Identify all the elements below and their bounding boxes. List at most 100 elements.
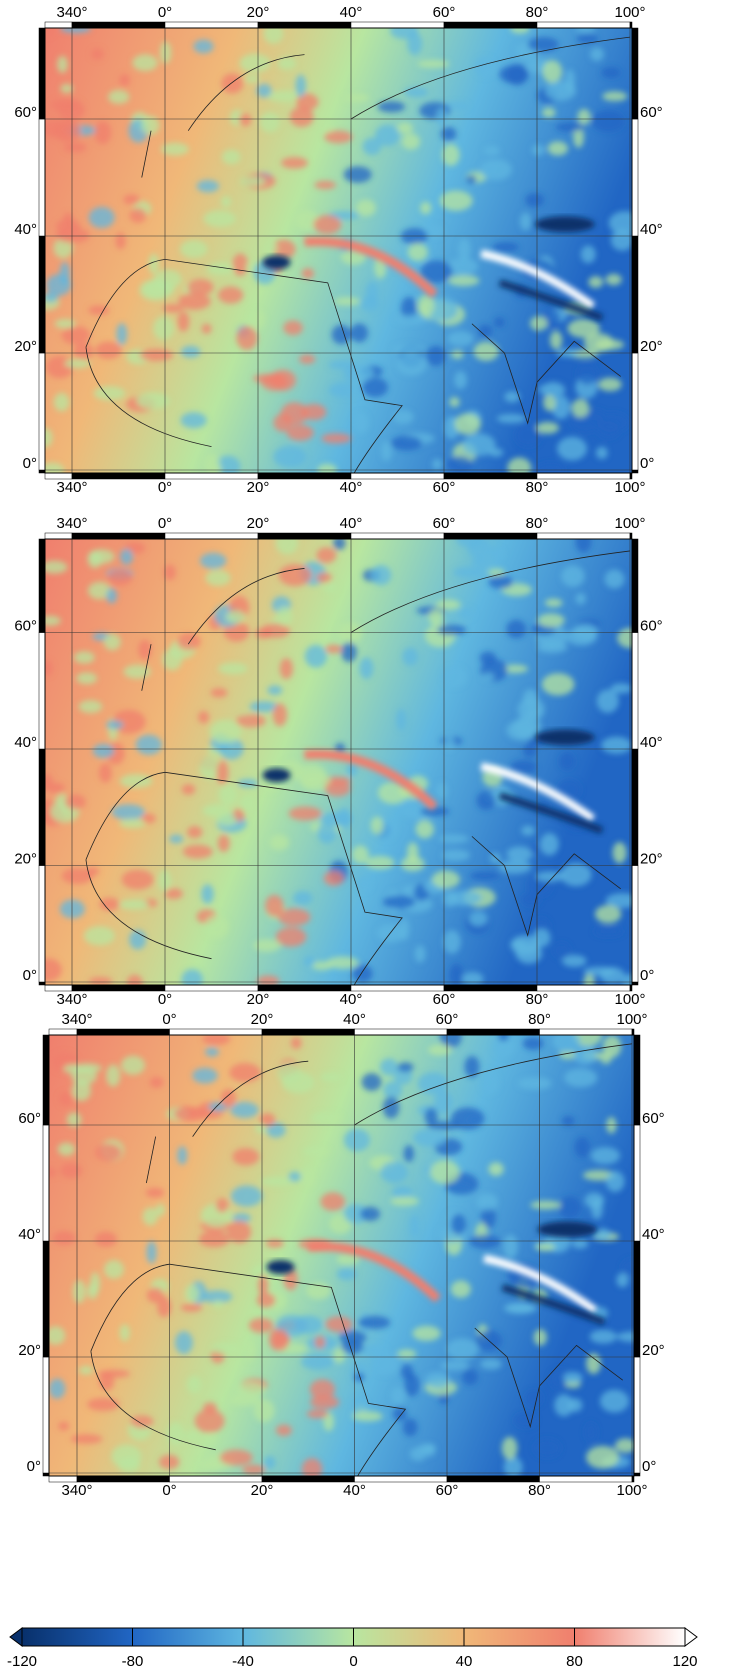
- blob: [90, 48, 104, 60]
- blob: [159, 41, 172, 64]
- blob: [280, 402, 309, 425]
- blob: [323, 870, 344, 886]
- lon-label: 60°: [433, 515, 456, 532]
- lon-label: 60°: [433, 479, 456, 496]
- blob: [58, 1091, 73, 1107]
- frame-segment: [631, 469, 639, 474]
- frame: [44, 27, 633, 474]
- blob: [589, 1329, 617, 1344]
- blob: [57, 55, 68, 74]
- blob: [198, 1230, 230, 1248]
- blob: [60, 1162, 82, 1179]
- blob: [301, 1458, 323, 1476]
- blob: [572, 1035, 603, 1047]
- blob: [53, 120, 81, 142]
- colorbar-tick-label: -80: [122, 1653, 144, 1670]
- blob: [462, 1368, 479, 1386]
- blob: [417, 1072, 449, 1095]
- blob: [58, 1421, 70, 1431]
- blob: [441, 849, 471, 861]
- blob: [480, 159, 512, 180]
- blob: [179, 239, 208, 259]
- blob: [542, 60, 563, 84]
- blob: [119, 1324, 131, 1342]
- blob: [449, 963, 464, 985]
- blob: [610, 683, 632, 694]
- blob: [547, 141, 569, 156]
- blob: [561, 1115, 575, 1126]
- blob: [375, 124, 400, 147]
- blob: [283, 1268, 298, 1291]
- frame-segment: [629, 21, 633, 29]
- blob: [598, 377, 622, 392]
- blob: [316, 572, 332, 583]
- blob: [488, 1162, 504, 1177]
- blob: [215, 1198, 229, 1213]
- blob: [83, 926, 115, 946]
- blob: [141, 115, 160, 135]
- blob: [404, 1373, 420, 1397]
- blob: [333, 1347, 346, 1364]
- blob: [227, 1220, 252, 1244]
- blob: [85, 866, 100, 876]
- blob: [334, 743, 346, 754]
- blob: [321, 433, 352, 444]
- blob: [417, 294, 435, 317]
- blob: [95, 1143, 122, 1162]
- blob: [407, 243, 429, 262]
- blob: [260, 1176, 294, 1187]
- blob: [139, 348, 174, 361]
- frame-segment: [633, 1356, 641, 1474]
- blob: [447, 257, 479, 275]
- lon-label: 20°: [247, 479, 270, 496]
- blob: [350, 323, 369, 343]
- blob: [567, 318, 600, 338]
- blob: [541, 382, 565, 398]
- map-field: [45, 28, 632, 473]
- blob: [120, 1055, 146, 1075]
- blob: [314, 180, 337, 190]
- trough: [534, 729, 595, 746]
- blob: [87, 550, 103, 569]
- blob: [180, 1303, 203, 1312]
- lon-label: 20°: [247, 991, 270, 1008]
- blob: [286, 424, 314, 441]
- blob: [276, 606, 293, 627]
- coastline: [141, 550, 631, 937]
- blob: [310, 1395, 340, 1409]
- lon-label: 0°: [162, 1011, 176, 1028]
- blob: [344, 364, 374, 384]
- hellenic-trench: [262, 255, 291, 270]
- blob: [321, 124, 333, 134]
- frame-segment: [48, 1028, 78, 1036]
- blob: [481, 1206, 496, 1229]
- blob: [148, 253, 160, 274]
- blob: [454, 413, 481, 435]
- blob: [370, 564, 392, 586]
- blob: [533, 1438, 561, 1458]
- blob: [506, 846, 534, 862]
- blob: [492, 1035, 515, 1057]
- blob: [362, 377, 389, 398]
- frame-segment: [539, 1028, 633, 1036]
- coastline: [85, 771, 403, 985]
- blob: [417, 59, 450, 69]
- blob: [204, 914, 229, 939]
- blob: [380, 1058, 398, 1076]
- colorbar-tick-label: 120: [672, 1653, 697, 1670]
- lon-label: 60°: [433, 4, 456, 21]
- blob: [155, 1203, 166, 1217]
- blob: [401, 296, 417, 320]
- blob: [586, 1445, 620, 1469]
- blob: [53, 392, 70, 412]
- blob: [372, 1352, 399, 1376]
- blob: [232, 1148, 260, 1166]
- blob: [396, 352, 427, 376]
- blob: [360, 1206, 381, 1222]
- blob: [488, 568, 505, 577]
- zagros: [304, 236, 438, 298]
- blob: [199, 755, 221, 780]
- frame-segment: [631, 1028, 635, 1036]
- blob: [439, 1035, 462, 1048]
- lat-label: 60°: [640, 104, 663, 121]
